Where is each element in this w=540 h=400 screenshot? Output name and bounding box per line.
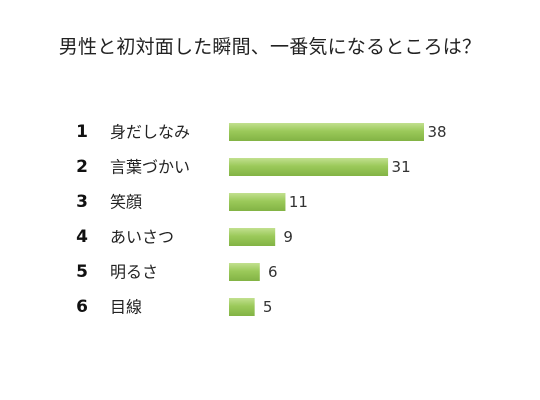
value-label: 11 [289, 193, 308, 211]
value-label: 5 [263, 298, 273, 316]
value-label: 9 [283, 228, 293, 246]
category-label: 言葉づかい [110, 158, 190, 177]
category-label: 目線 [110, 298, 142, 317]
rank-label: 3 [76, 192, 88, 212]
bar [229, 123, 424, 141]
value-label: 38 [427, 123, 446, 141]
value-label: 6 [268, 263, 278, 281]
rank-label: 1 [76, 122, 88, 142]
chart-title: 男性と初対面した瞬間、一番気になるところは？ [58, 36, 482, 58]
rank-label: 5 [76, 262, 88, 282]
bar [229, 158, 389, 176]
category-label: 明るさ [110, 263, 158, 282]
rank-label: 6 [76, 297, 88, 317]
bar [229, 298, 255, 316]
category-label: あいさつ [110, 228, 174, 247]
rank-label: 2 [76, 157, 88, 177]
category-label: 身だしなみ [110, 123, 190, 142]
category-label: 笑顔 [110, 193, 142, 212]
chart-rows: 1 身だしなみ 38 2 言葉づかい 31 3 笑顔 11 4 あいさつ 9 5 明るさ 6 6 目線 5 [76, 122, 446, 317]
bar [229, 228, 276, 246]
rank-label: 4 [76, 227, 88, 247]
value-label: 31 [392, 158, 411, 176]
bar [229, 263, 260, 281]
bar [229, 193, 286, 211]
